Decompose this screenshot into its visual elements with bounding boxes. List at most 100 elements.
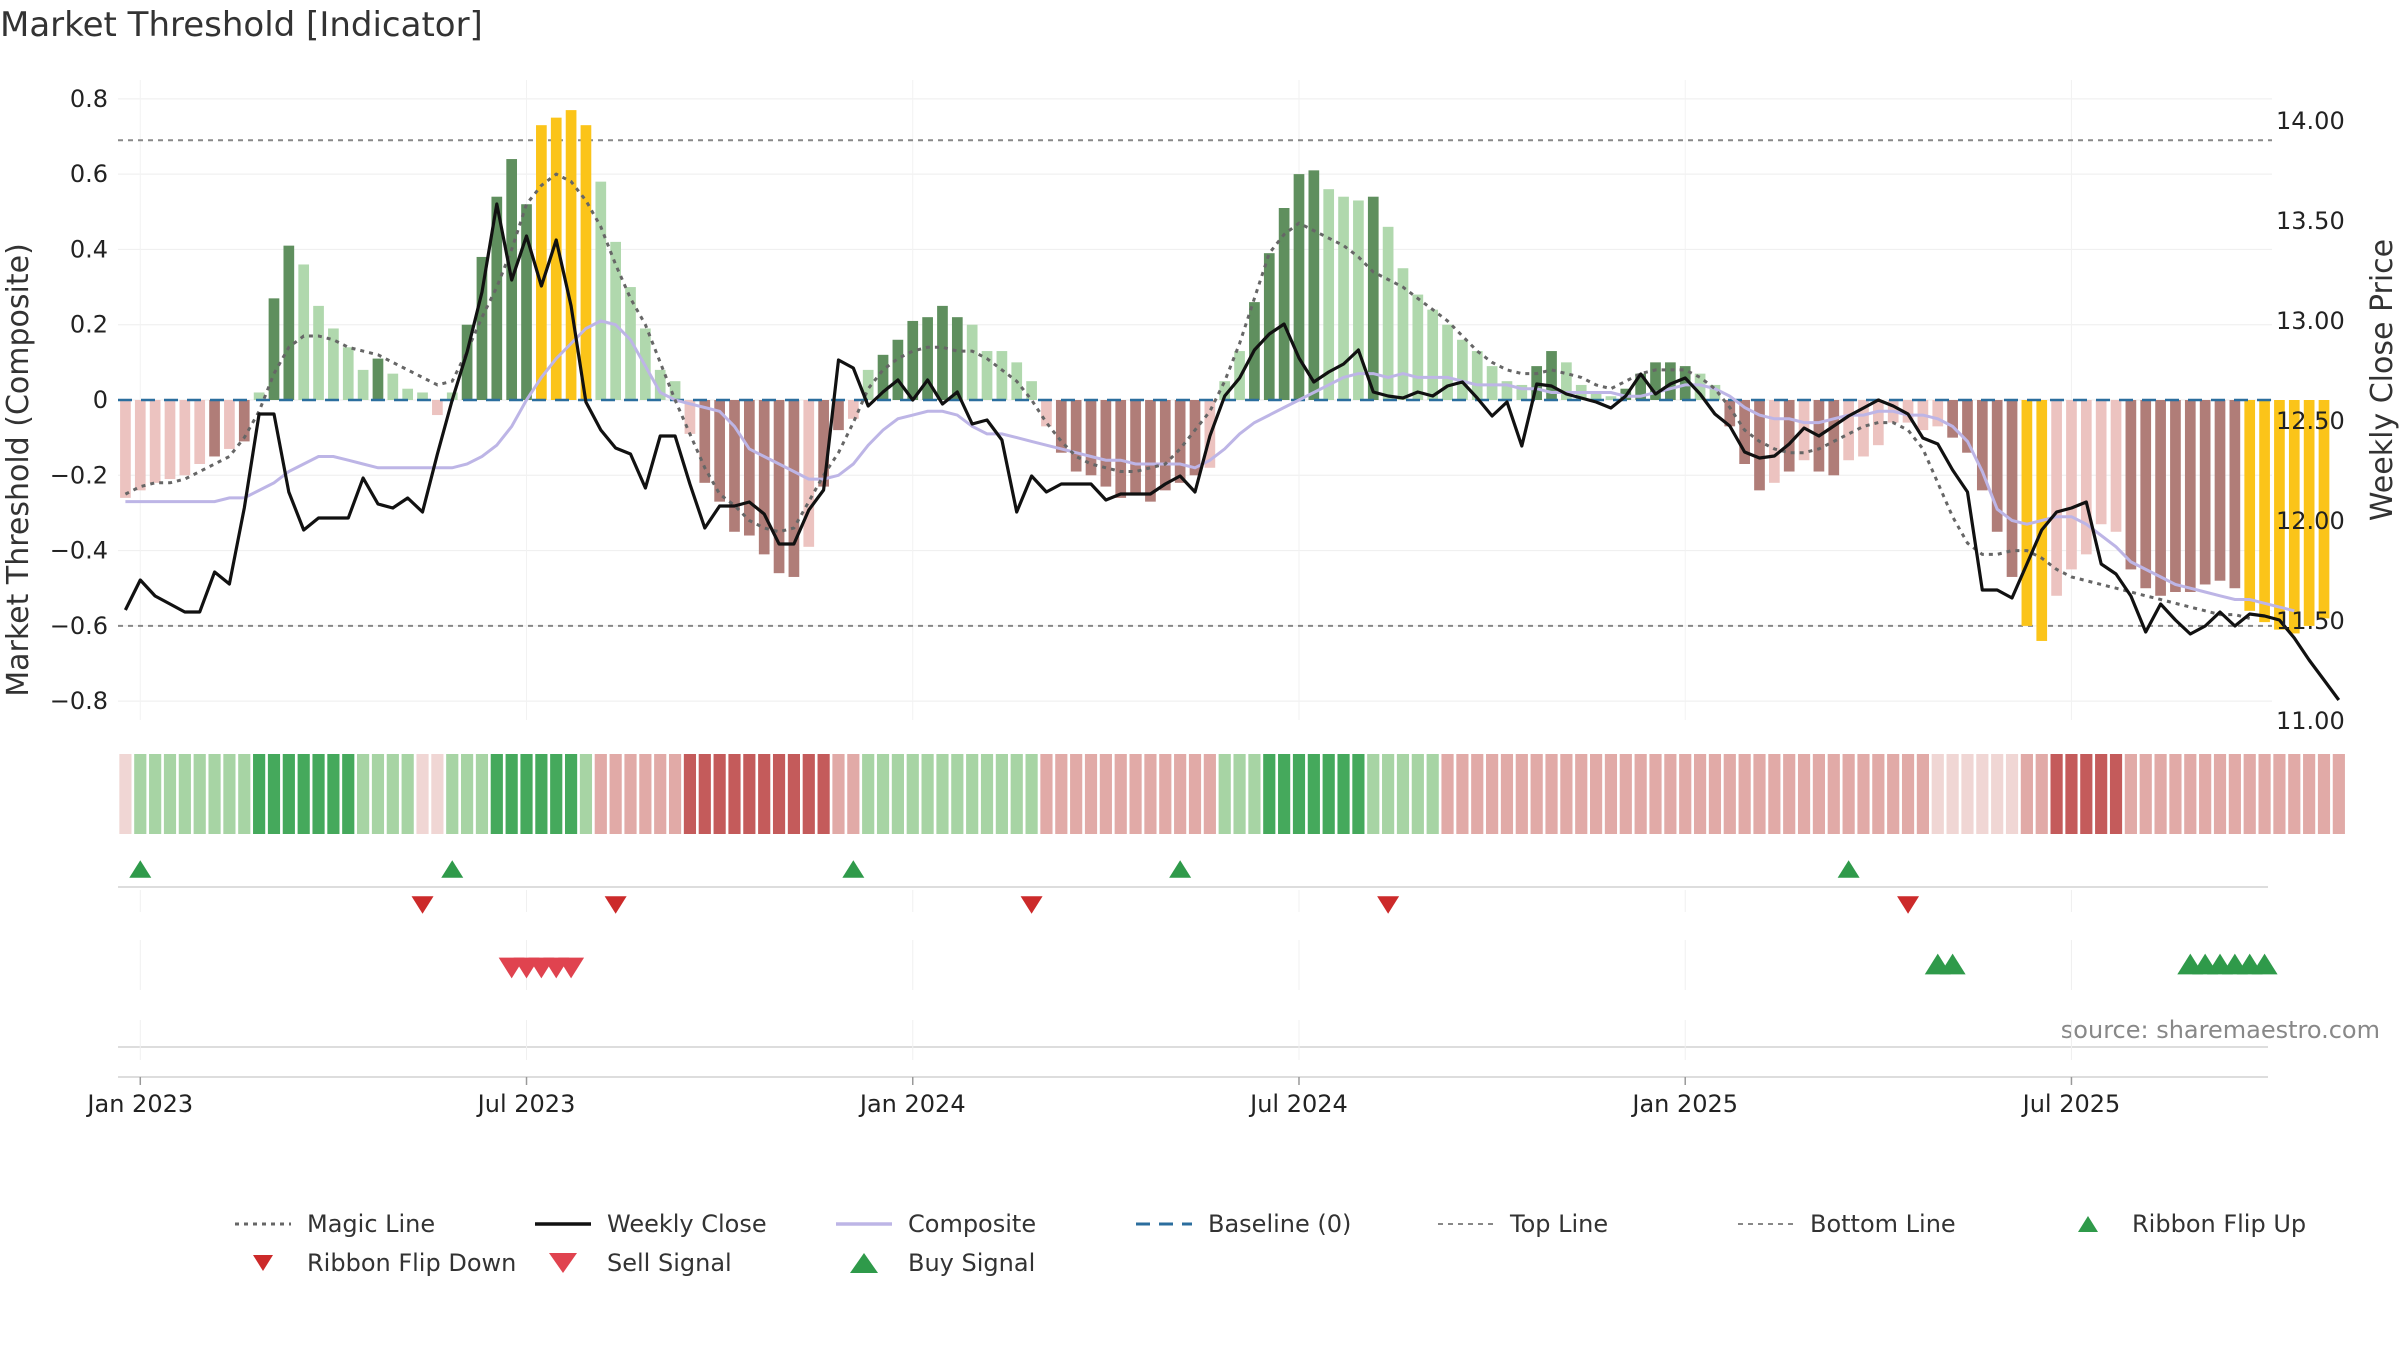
ribbon-flip-down-marker — [1020, 896, 1043, 914]
ribbon-cell — [2109, 754, 2123, 834]
composite-bar — [714, 400, 725, 502]
ribbon-cell — [966, 754, 979, 834]
ribbon-cell — [1976, 754, 1989, 834]
ribbon-cell — [1634, 754, 1647, 834]
ribbon-flip-up-marker — [441, 860, 464, 878]
x-tick-label: Jul 2024 — [1248, 1090, 1348, 1118]
ribbon-cell — [654, 754, 667, 834]
buy-signal-marker — [1939, 953, 1966, 975]
ribbon-cell — [1203, 754, 1216, 834]
composite-bar — [1189, 400, 1201, 476]
composite-bar — [2021, 400, 2033, 626]
ribbon-flip-down-marker — [604, 896, 627, 914]
legend-item: Bottom Line — [1738, 1210, 1956, 1238]
composite-bar — [1635, 373, 1647, 400]
ribbon-cell — [683, 754, 697, 834]
sell-signal-marker — [558, 957, 585, 979]
x-tick-label: Jul 2025 — [2021, 1090, 2121, 1118]
ribbon-cell — [1040, 754, 1053, 834]
composite-bar — [654, 369, 666, 400]
ribbon-cell — [1396, 754, 1410, 834]
ribbon-cell — [1382, 754, 1395, 834]
ribbon-cell — [1827, 754, 1840, 834]
y-axis-label: Market Threshold (Composite) — [1, 243, 36, 697]
ribbon-cell — [342, 754, 355, 834]
ribbon-cell — [2139, 754, 2152, 834]
y-tick-label: 0.8 — [70, 85, 108, 113]
ribbon-cell — [2169, 754, 2182, 834]
composite-bar — [1471, 351, 1483, 400]
ribbon-flip-down-marker — [411, 896, 434, 914]
composite-line — [125, 319, 2295, 613]
composite-bar — [283, 245, 295, 400]
ribbon-cell — [2273, 754, 2286, 834]
ribbon-cell — [253, 754, 266, 834]
legend-item: Sell Signal — [549, 1249, 732, 1277]
composite-bar — [877, 354, 889, 400]
ribbon-cell — [639, 754, 652, 834]
ribbon-cell — [2154, 754, 2167, 834]
legend-label: Weekly Close — [607, 1210, 767, 1238]
composite-bar — [610, 241, 621, 400]
ribbon-cell — [327, 754, 340, 834]
ribbon-cell — [1129, 754, 1142, 834]
ribbon-cell — [1797, 754, 1811, 834]
ribbon-cell — [594, 754, 607, 834]
composite-bar — [1085, 400, 1097, 476]
composite-bar — [1605, 396, 1617, 400]
ribbon-cell — [1842, 754, 1855, 834]
legend-label: Ribbon Flip Up — [2132, 1210, 2306, 1238]
ribbon-cell — [1679, 754, 1692, 834]
ribbon-flip-down-marker — [1897, 896, 1920, 914]
source-note: source: sharemaestro.com — [2061, 1016, 2380, 1044]
ribbon-cell — [2080, 754, 2093, 834]
composite-bar — [862, 369, 874, 400]
composite-bar — [268, 298, 280, 400]
composite-bar — [2288, 400, 2300, 634]
composite-bar — [1546, 351, 1557, 400]
ribbon-cell — [1708, 754, 1722, 834]
ribbon-cell — [1411, 754, 1424, 834]
ribbon-cell — [2288, 754, 2301, 834]
ribbon-cell — [564, 754, 578, 834]
composite-bar — [1694, 373, 1706, 400]
ribbon-cell — [2317, 754, 2331, 834]
ribbon-cell — [1649, 754, 1662, 834]
ribbon-cell — [1486, 754, 1499, 834]
composite-bar — [1991, 400, 2003, 532]
legend-label: Ribbon Flip Down — [307, 1249, 516, 1277]
ribbon-flip-up-marker — [1169, 860, 1192, 878]
composite-bar — [1709, 384, 1721, 400]
ribbon-cell — [208, 754, 221, 834]
ribbon-cell — [698, 754, 711, 834]
composite-bar — [1828, 400, 1840, 476]
composite-bar — [120, 400, 131, 498]
composite-bar — [580, 125, 592, 401]
composite-bar — [328, 328, 339, 400]
ribbon-cell — [416, 754, 429, 834]
y2-tick-label: 11.00 — [2276, 707, 2345, 735]
ribbon-cell — [550, 754, 563, 834]
ribbon-cell — [951, 754, 964, 834]
ribbon-cell — [1946, 754, 1959, 834]
composite-bar — [966, 324, 978, 400]
legend-swatch — [2078, 1216, 2098, 1232]
legend-item: Composite — [836, 1210, 1036, 1238]
composite-bar — [1679, 366, 1691, 400]
y2-tick-label: 13.50 — [2276, 207, 2345, 235]
ribbon-cell — [505, 754, 518, 834]
ribbon-cell — [1693, 754, 1707, 834]
legend-item: Ribbon Flip Up — [2078, 1210, 2306, 1238]
ribbon-cell — [1857, 754, 1870, 834]
composite-bar — [1457, 339, 1468, 400]
ribbon-cell — [2199, 754, 2212, 834]
composite-bar — [743, 400, 755, 536]
ribbon-cell — [1515, 754, 1528, 834]
ribbon-cell — [1738, 754, 1751, 834]
ribbon-flip-up-marker — [129, 860, 152, 878]
ribbon-cell — [475, 754, 489, 834]
composite-bar — [1338, 196, 1349, 400]
ribbon-cell — [1233, 754, 1246, 834]
ribbon-cell — [847, 754, 860, 834]
